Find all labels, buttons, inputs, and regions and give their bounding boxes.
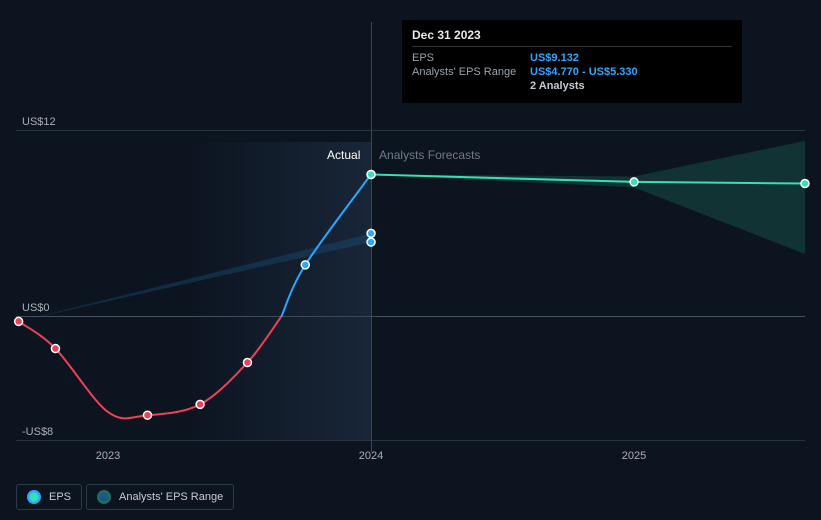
tooltip-key: Analysts' EPS Range bbox=[412, 66, 530, 78]
x-axis-label: 2025 bbox=[622, 450, 646, 462]
legend-label: Analysts' EPS Range bbox=[119, 491, 223, 503]
tooltip-value: 2 Analysts bbox=[530, 80, 585, 92]
legend-item-range[interactable]: Analysts' EPS Range bbox=[86, 484, 234, 510]
tooltip-key: EPS bbox=[412, 52, 530, 64]
tooltip-key bbox=[412, 80, 530, 92]
x-axis-label: 2024 bbox=[359, 450, 383, 462]
legend-swatch-icon bbox=[97, 490, 111, 504]
x-axis-label: 2023 bbox=[96, 450, 120, 462]
tooltip-value: US$9.132 bbox=[530, 52, 579, 64]
chart-tooltip: Dec 31 2023 EPS US$9.132 Analysts' EPS R… bbox=[402, 20, 742, 103]
eps-chart: US$12 US$0 -US$8 Actual Analysts Forecas… bbox=[0, 0, 821, 520]
legend-label: EPS bbox=[49, 491, 71, 503]
tooltip-title: Dec 31 2023 bbox=[412, 28, 732, 47]
legend-swatch-icon bbox=[27, 490, 41, 504]
tooltip-value: US$4.770 - US$5.330 bbox=[530, 66, 638, 78]
legend-item-eps[interactable]: EPS bbox=[16, 484, 82, 510]
chart-legend: EPS Analysts' EPS Range bbox=[16, 484, 234, 510]
